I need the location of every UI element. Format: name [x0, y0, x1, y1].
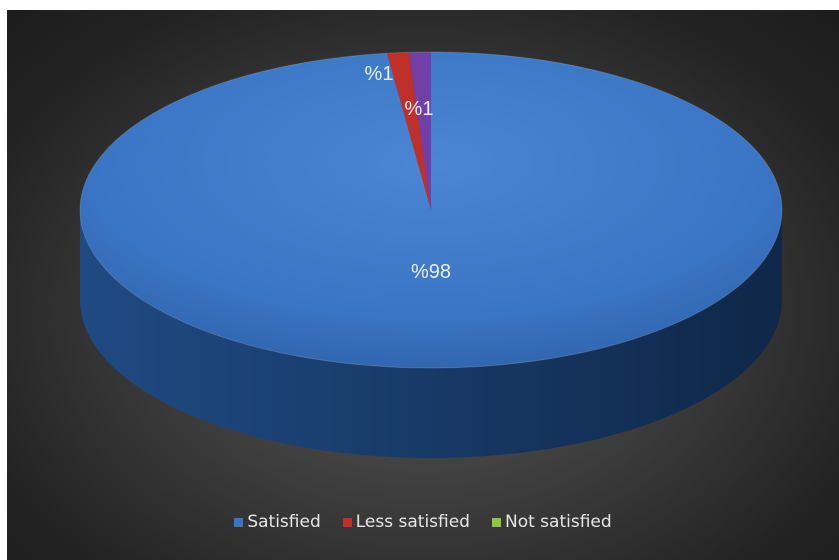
legend-item-less-satisfied: Less satisfied [342, 512, 470, 532]
legend-swatch [342, 517, 352, 527]
pie-slice-not-satisfied [408, 52, 431, 210]
legend-item-not-satisfied: Not satisfied [491, 512, 612, 532]
legend-item-satisfied: Satisfied [234, 512, 321, 532]
pie-slice-less-satisfied [387, 52, 431, 211]
chart-area: %98 %1 %1 Satisfied Less satisfied Not satis… [7, 10, 839, 560]
legend-swatch [491, 517, 501, 527]
pie-side-satisfied [80, 210, 782, 458]
legend-label: Less satisfied [355, 512, 470, 532]
pie-rim [79, 51, 783, 369]
legend-label: Satisfied [247, 512, 321, 532]
data-label-less-satisfied: %1 [365, 63, 394, 85]
data-label-not-satisfied: %1 [405, 98, 434, 120]
legend: Satisfied Less satisfied Not satisfied [7, 512, 839, 532]
pie-chart: %98 %1 %1 [79, 51, 783, 458]
legend-swatch [234, 517, 244, 527]
legend-label: Not satisfied [504, 512, 612, 532]
pie-slice-satisfied [79, 52, 782, 368]
data-label-satisfied: %98 [411, 261, 451, 283]
